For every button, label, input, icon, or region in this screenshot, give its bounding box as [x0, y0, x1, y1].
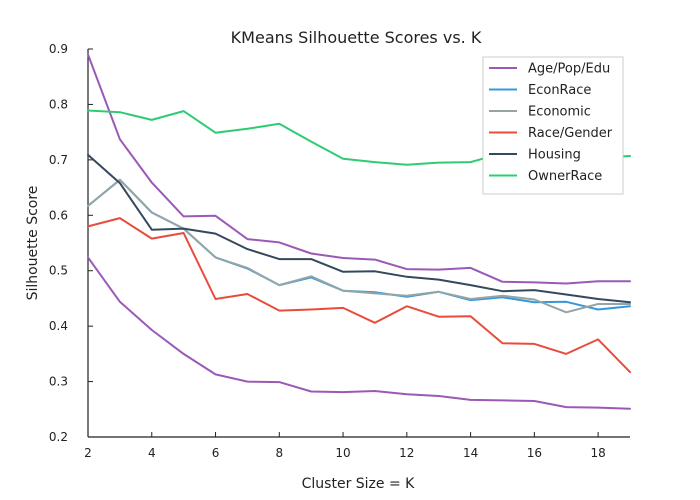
- series-line-age-pop-edu: [87, 53, 631, 285]
- series-line-housing: [87, 153, 631, 304]
- y-tick-label: 0.3: [49, 375, 68, 389]
- y-tick-label: 0.6: [49, 208, 68, 222]
- x-tick-label: 8: [275, 446, 283, 460]
- series-line-economic: [87, 178, 631, 314]
- series-line-econrace: [87, 178, 631, 311]
- x-tick-label: 2: [84, 446, 92, 460]
- legend-label: Race/Gender: [528, 126, 613, 141]
- x-tick-label: 12: [399, 446, 414, 460]
- series-layer: [87, 53, 631, 410]
- legend-label: EconRace: [528, 83, 591, 98]
- y-tick-label: 0.8: [49, 97, 68, 111]
- x-tick-label: 14: [463, 446, 478, 460]
- y-tick-label: 0.7: [49, 153, 68, 167]
- chart-title: KMeans Silhouette Scores vs. K: [231, 28, 482, 47]
- x-tick-label: 18: [590, 446, 605, 460]
- y-tick-label: 0.2: [49, 430, 68, 444]
- y-tick-label: 0.5: [49, 264, 68, 278]
- x-tick-label: 6: [212, 446, 220, 460]
- series-line-race-gender: [87, 217, 631, 374]
- legend-box: [482, 56, 624, 195]
- axes: 2 4 6 8 10 12 14 16 18 0.2 0.3 0.4 0.5 0.6 0.7 0.8 0.9: [49, 42, 630, 460]
- legend-label: Economic: [528, 105, 591, 120]
- x-tick-label: 4: [148, 446, 156, 460]
- y-tick-label: 0.4: [49, 319, 68, 333]
- y-axis-label: Silhouette Score: [25, 186, 41, 301]
- legend-label: Housing: [528, 148, 581, 163]
- y-tick-label: 0.9: [49, 42, 68, 56]
- series-line-unlabeled-6: [87, 256, 631, 410]
- legend: Age/Pop/Edu EconRace Economic Race/Gender Ho…: [482, 56, 624, 195]
- x-tick-label: 16: [527, 446, 542, 460]
- x-axis-label: Cluster Size = K: [302, 476, 416, 492]
- legend-label: OwnerRace: [528, 169, 602, 184]
- x-tick-label: 10: [335, 446, 350, 460]
- legend-label: Age/Pop/Edu: [528, 62, 610, 77]
